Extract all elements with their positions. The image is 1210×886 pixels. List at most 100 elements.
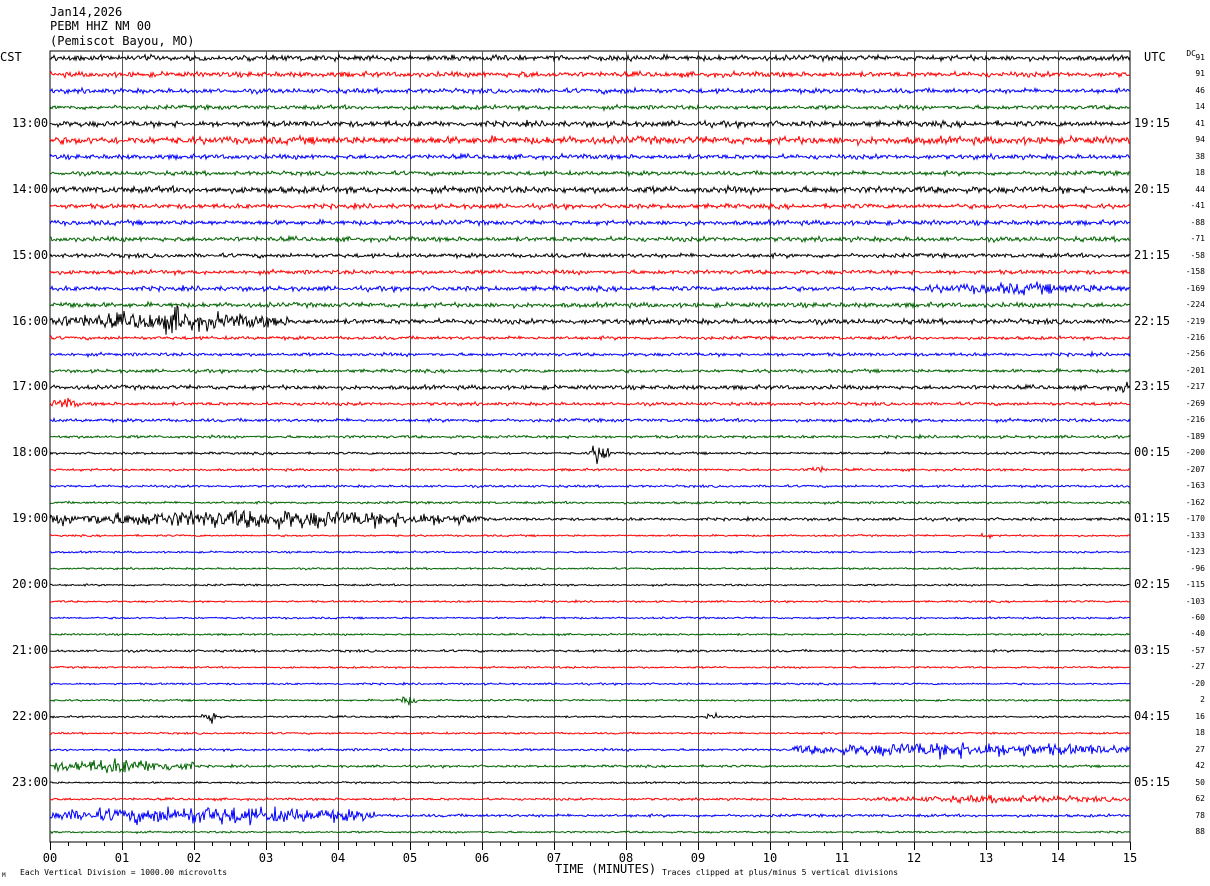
seismogram-trace bbox=[49, 202, 1131, 212]
seismogram-trace bbox=[49, 152, 1131, 162]
seismogram-trace bbox=[49, 381, 1131, 394]
seismogram-trace bbox=[49, 483, 1131, 489]
dc-offset-label: 42 bbox=[1195, 761, 1205, 771]
utc-hour-label: 05:15 bbox=[1134, 774, 1171, 789]
seismogram-trace bbox=[49, 300, 1131, 310]
dc-offset-label: -27 bbox=[1190, 662, 1205, 672]
dc-offset-label: -216 bbox=[1185, 415, 1205, 425]
x-tick-label: 15 bbox=[1123, 851, 1137, 865]
seismogram-trace bbox=[49, 681, 1131, 687]
cst-hour-label: 21:00 bbox=[12, 642, 49, 657]
dc-offset-label: 94 bbox=[1195, 135, 1205, 145]
dc-offset-label: 44 bbox=[1195, 184, 1205, 194]
station-label: PEBM HHZ NM 00 bbox=[50, 19, 152, 33]
dc-offset-label: -71 bbox=[1190, 234, 1205, 244]
dc-offset-label: -163 bbox=[1185, 481, 1205, 491]
seismogram-trace bbox=[49, 218, 1131, 228]
seismogram-trace bbox=[49, 86, 1131, 96]
seismogram-trace bbox=[49, 793, 1131, 805]
dc-offset-label: 62 bbox=[1195, 794, 1205, 804]
dc-offset-label: -216 bbox=[1185, 332, 1205, 342]
x-tick-label: 11 bbox=[835, 851, 849, 865]
seismogram-trace bbox=[49, 632, 1131, 637]
utc-hour-label: 19:15 bbox=[1134, 115, 1171, 130]
seismogram-trace bbox=[49, 303, 1131, 335]
cst-hour-label: 23:00 bbox=[12, 774, 49, 789]
x-tick-label: 03 bbox=[259, 851, 273, 865]
time-axis-title: TIME (MINUTES) bbox=[555, 862, 657, 876]
dc-offset-label: -201 bbox=[1185, 365, 1205, 375]
dc-offset-label: -269 bbox=[1185, 398, 1205, 408]
seismogram-trace bbox=[49, 566, 1130, 571]
seismogram-trace bbox=[49, 53, 1131, 63]
utc-hour-label: 22:15 bbox=[1134, 313, 1171, 328]
seismogram-trace bbox=[49, 583, 1131, 588]
x-tick-label: 14 bbox=[1051, 851, 1065, 865]
utc-hour-label: 01:15 bbox=[1134, 511, 1171, 526]
seismogram-trace bbox=[49, 599, 1131, 604]
dc-offset-label: -41 bbox=[1190, 201, 1205, 211]
dc-offset-label: -40 bbox=[1190, 629, 1205, 639]
dc-offset-label: -207 bbox=[1185, 464, 1205, 474]
utc-axis-label: UTC bbox=[1144, 50, 1166, 64]
dc-offset-label: -57 bbox=[1190, 645, 1205, 655]
seismogram-trace bbox=[49, 550, 1131, 555]
seismogram-trace bbox=[49, 665, 1131, 670]
seismogram-trace bbox=[49, 711, 1131, 724]
seismogram-trace bbox=[49, 731, 1131, 736]
x-tick-label: 02 bbox=[187, 851, 201, 865]
dc-offset-label: 38 bbox=[1195, 151, 1205, 161]
x-tick-label: 08 bbox=[619, 851, 633, 865]
dc-offset-label: -115 bbox=[1185, 580, 1205, 590]
cst-axis-label: CST bbox=[0, 50, 22, 64]
seismogram-trace bbox=[49, 234, 1131, 244]
utc-hour-label: 00:15 bbox=[1134, 445, 1171, 460]
dc-offset-label: -58 bbox=[1190, 250, 1205, 260]
dc-offset-label: 18 bbox=[1195, 728, 1205, 738]
cst-hour-label: 16:00 bbox=[12, 313, 49, 328]
dc-offset-label: 27 bbox=[1195, 744, 1205, 754]
dc-offset-label: -133 bbox=[1185, 530, 1205, 540]
dc-offset-label: -256 bbox=[1185, 349, 1205, 359]
seismogram-trace bbox=[49, 350, 1131, 359]
seismogram-trace bbox=[50, 780, 1131, 785]
seismogram-trace bbox=[49, 433, 1131, 440]
seismogram-trace bbox=[49, 134, 1131, 147]
cst-hour-label: 15:00 bbox=[12, 247, 49, 262]
cst-hour-label: 19:00 bbox=[12, 511, 49, 526]
dc-offset-label: 78 bbox=[1195, 810, 1205, 820]
dc-offset-label: 88 bbox=[1195, 827, 1205, 837]
seismogram-trace bbox=[49, 616, 1131, 620]
cst-hour-label: 14:00 bbox=[12, 181, 49, 196]
dc-offset-label: 18 bbox=[1195, 168, 1205, 178]
scale-note: Each Vertical Division = 1000.00 microvo… bbox=[20, 868, 228, 877]
seismogram-trace bbox=[49, 367, 1131, 375]
dc-offset-label: 50 bbox=[1195, 777, 1205, 787]
dc-offset-label: 41 bbox=[1195, 118, 1205, 128]
dc-offset-label: 14 bbox=[1195, 102, 1205, 112]
utc-hour-label: 04:15 bbox=[1134, 708, 1171, 723]
date-label: Jan14,2026 bbox=[50, 5, 123, 19]
x-tick-label: 10 bbox=[763, 851, 777, 865]
clip-note: Traces clipped at plus/minus 5 vertical … bbox=[662, 868, 899, 877]
seismogram-trace bbox=[49, 69, 1131, 79]
seismogram-trace bbox=[49, 119, 1131, 130]
dc-offset-label: -200 bbox=[1185, 448, 1205, 458]
seismogram-trace bbox=[49, 445, 1131, 465]
seismogram-trace bbox=[49, 509, 1131, 530]
cst-hour-label: 13:00 bbox=[12, 115, 49, 130]
cst-hour-label: 18:00 bbox=[12, 445, 49, 460]
utc-hour-label: 23:15 bbox=[1134, 379, 1171, 394]
dc-offset-label: 2 bbox=[1200, 695, 1205, 705]
seismogram-trace bbox=[49, 830, 1131, 835]
seismogram-trace bbox=[49, 464, 1131, 474]
dc-offset-label: -158 bbox=[1185, 267, 1205, 277]
seismogram-trace bbox=[49, 696, 1131, 706]
seismogram-trace bbox=[49, 103, 1131, 112]
x-tick-label: 13 bbox=[979, 851, 993, 865]
seismogram-trace bbox=[49, 183, 1131, 196]
dc-offset-label: 91 bbox=[1195, 69, 1205, 79]
location-label: (Pemiscot Bayou, MO) bbox=[50, 34, 195, 48]
seismogram-trace bbox=[49, 742, 1131, 760]
seismogram-trace bbox=[49, 281, 1131, 296]
